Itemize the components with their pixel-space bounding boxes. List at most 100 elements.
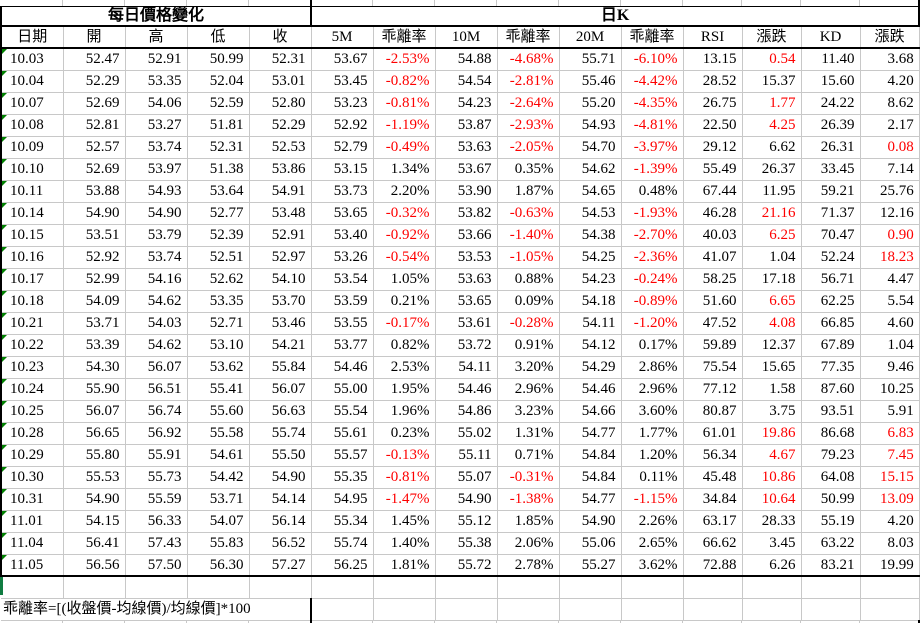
cell-bias5[interactable]: 0.82% [373, 334, 436, 357]
cell-bias20[interactable]: -1.39% [621, 158, 684, 181]
cell-bias5[interactable]: -1.19% [373, 114, 436, 137]
cell-open[interactable]: 53.39 [63, 334, 126, 357]
cell-kd[interactable]: 64.08 [801, 466, 861, 489]
cell-bias5[interactable]: 2.53% [373, 356, 436, 379]
cell-bias20[interactable]: 1.20% [621, 444, 684, 467]
cell-bias10[interactable]: -2.81% [497, 70, 560, 93]
cell-kd[interactable]: 86.68 [801, 422, 861, 445]
col-header-bias5[interactable]: 乖離率 [373, 26, 436, 49]
cell-chg_kd[interactable]: 0.08 [860, 136, 920, 159]
col-header-rsi[interactable]: RSI [683, 26, 743, 49]
cell-low[interactable]: 53.62 [187, 356, 250, 379]
cell-m5[interactable]: 52.79 [311, 136, 374, 159]
cell-high[interactable]: 56.07 [125, 356, 188, 379]
cell-kd[interactable]: 93.51 [801, 400, 861, 423]
cell-m10[interactable]: 53.53 [435, 246, 498, 269]
cell-m10[interactable]: 55.02 [435, 422, 498, 445]
cell-m10[interactable]: 53.61 [435, 312, 498, 335]
cell-close[interactable]: 55.84 [249, 356, 312, 379]
cell-chg_rsi[interactable]: 12.37 [742, 334, 802, 357]
cell-rsi[interactable]: 80.87 [683, 400, 743, 423]
cell-high[interactable]: 56.92 [125, 422, 188, 445]
cell-chg_rsi[interactable]: 6.62 [742, 136, 802, 159]
cell-high[interactable]: 55.73 [125, 466, 188, 489]
cell-chg_kd[interactable]: 0.90 [860, 224, 920, 247]
cell-bias5[interactable]: -0.32% [373, 202, 436, 225]
cell-bias20[interactable]: 2.86% [621, 356, 684, 379]
cell-chg_rsi[interactable]: 19.86 [742, 422, 802, 445]
cell-close[interactable]: 53.70 [249, 290, 312, 313]
cell-bias5[interactable]: -0.82% [373, 70, 436, 93]
cell-bias10[interactable]: -2.64% [497, 92, 560, 115]
col-header-20m[interactable]: 20M [559, 26, 622, 49]
cell-chg_rsi[interactable]: 15.37 [742, 70, 802, 93]
cell-bias20[interactable]: 2.26% [621, 510, 684, 533]
cell-open[interactable]: 54.90 [63, 488, 126, 511]
cell-rsi[interactable]: 26.75 [683, 92, 743, 115]
cell-m20[interactable]: 54.84 [559, 444, 622, 467]
cell-rsi[interactable]: 46.28 [683, 202, 743, 225]
cell-m10[interactable]: 53.65 [435, 290, 498, 313]
cell-close[interactable]: 54.91 [249, 180, 312, 203]
cell-m5[interactable]: 54.95 [311, 488, 374, 511]
cell-close[interactable]: 54.10 [249, 268, 312, 291]
cell-bias20[interactable]: -4.81% [621, 114, 684, 137]
cell-low[interactable]: 54.61 [187, 444, 250, 467]
cell-low[interactable]: 54.07 [187, 510, 250, 533]
empty-cell[interactable] [559, 598, 622, 621]
cell-close[interactable]: 54.21 [249, 334, 312, 357]
cell-bias5[interactable]: -0.92% [373, 224, 436, 247]
cell-bias10[interactable]: -0.63% [497, 202, 560, 225]
cell-high[interactable]: 54.16 [125, 268, 188, 291]
cell-high[interactable]: 55.59 [125, 488, 188, 511]
cell-kd[interactable]: 56.71 [801, 268, 861, 291]
cell-close[interactable]: 52.97 [249, 246, 312, 269]
cell-m20[interactable]: 54.90 [559, 510, 622, 533]
cell-m20[interactable]: 55.46 [559, 70, 622, 93]
cell-date[interactable]: 10.30 [0, 466, 64, 489]
cell-high[interactable]: 56.51 [125, 378, 188, 401]
cell-m5[interactable]: 53.40 [311, 224, 374, 247]
cell-chg_rsi[interactable]: 28.33 [742, 510, 802, 533]
cell-chg_rsi[interactable]: 6.25 [742, 224, 802, 247]
empty-cell[interactable] [435, 576, 498, 599]
cell-high[interactable]: 54.06 [125, 92, 188, 115]
cell-bias10[interactable]: 0.71% [497, 444, 560, 467]
cell-m10[interactable]: 53.82 [435, 202, 498, 225]
cell-bias10[interactable]: -1.38% [497, 488, 560, 511]
col-header-10m[interactable]: 10M [435, 26, 498, 49]
cell-low[interactable]: 53.35 [187, 290, 250, 313]
cell-m10[interactable]: 53.87 [435, 114, 498, 137]
cell-m5[interactable]: 53.59 [311, 290, 374, 313]
cell-chg_rsi[interactable]: 17.18 [742, 268, 802, 291]
cell-high[interactable]: 53.35 [125, 70, 188, 93]
cell-bias10[interactable]: 2.06% [497, 532, 560, 555]
cell-date[interactable]: 10.08 [0, 114, 64, 137]
cell-high[interactable]: 54.62 [125, 290, 188, 313]
empty-cell[interactable] [683, 576, 743, 599]
cell-open[interactable]: 54.15 [63, 510, 126, 533]
cell-m20[interactable]: 54.66 [559, 400, 622, 423]
cell-chg_kd[interactable]: 7.45 [860, 444, 920, 467]
cell-chg_kd[interactable]: 4.47 [860, 268, 920, 291]
col-header-high[interactable]: 高 [125, 26, 188, 49]
cell-rsi[interactable]: 72.88 [683, 554, 743, 577]
empty-cell[interactable] [187, 576, 250, 599]
cell-close[interactable]: 52.53 [249, 136, 312, 159]
cell-bias5[interactable]: 2.20% [373, 180, 436, 203]
cell-bias5[interactable]: 1.05% [373, 268, 436, 291]
cell-kd[interactable]: 83.21 [801, 554, 861, 577]
cell-m5[interactable]: 55.35 [311, 466, 374, 489]
cell-kd[interactable]: 24.22 [801, 92, 861, 115]
cell-high[interactable]: 54.93 [125, 180, 188, 203]
cell-m20[interactable]: 55.27 [559, 554, 622, 577]
cell-m10[interactable]: 53.72 [435, 334, 498, 357]
cell-chg_kd[interactable]: 25.76 [860, 180, 920, 203]
cell-kd[interactable]: 15.60 [801, 70, 861, 93]
cell-open[interactable]: 53.51 [63, 224, 126, 247]
cell-date[interactable]: 10.14 [0, 202, 64, 225]
cell-close[interactable]: 56.52 [249, 532, 312, 555]
empty-cell[interactable] [801, 576, 861, 599]
cell-kd[interactable]: 79.23 [801, 444, 861, 467]
cell-m5[interactable]: 55.74 [311, 532, 374, 555]
